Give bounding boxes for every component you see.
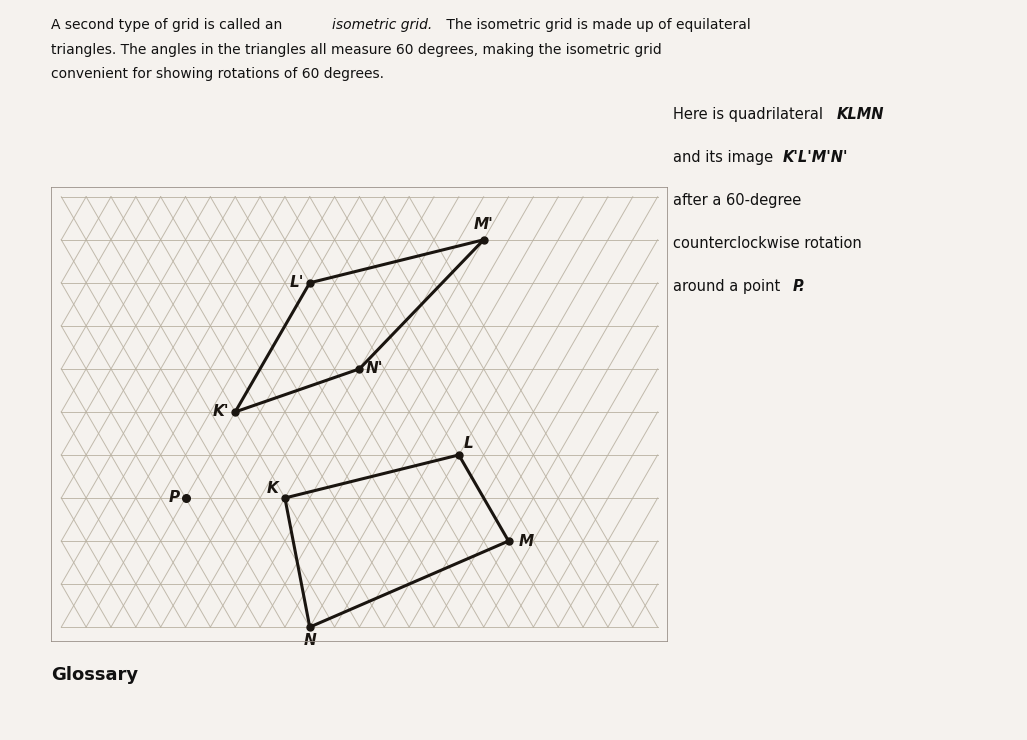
Text: Glossary: Glossary: [51, 667, 139, 684]
Text: after a 60-degree: after a 60-degree: [673, 193, 801, 208]
Text: N': N': [366, 361, 383, 377]
Text: convenient for showing rotations of 60 degrees.: convenient for showing rotations of 60 d…: [51, 67, 384, 81]
Text: K: K: [267, 480, 279, 496]
Point: [302, 277, 318, 289]
Point: [351, 363, 368, 374]
Text: A second type of grid is called an: A second type of grid is called an: [51, 18, 287, 33]
Point: [178, 492, 194, 504]
Text: M: M: [519, 534, 534, 548]
Text: Here is quadrilateral: Here is quadrilateral: [673, 107, 828, 122]
Text: P: P: [168, 491, 180, 505]
Text: K': K': [213, 405, 229, 420]
Text: isometric grid.: isometric grid.: [332, 18, 432, 33]
Text: around a point: around a point: [673, 279, 785, 294]
Text: L: L: [464, 436, 473, 451]
Text: N: N: [303, 633, 316, 648]
Text: L': L': [290, 275, 304, 290]
Text: KLMN: KLMN: [837, 107, 884, 122]
Text: M': M': [473, 218, 494, 232]
Point: [302, 621, 318, 633]
Text: The isometric grid is made up of equilateral: The isometric grid is made up of equilat…: [442, 18, 751, 33]
Point: [476, 234, 492, 246]
Text: and its image: and its image: [673, 150, 777, 165]
Text: K'L'M'N': K'L'M'N': [783, 150, 848, 165]
Point: [451, 449, 467, 461]
Point: [227, 406, 243, 418]
Point: [500, 535, 517, 547]
Text: triangles. The angles in the triangles all measure 60 degrees, making the isomet: triangles. The angles in the triangles a…: [51, 43, 662, 57]
Text: counterclockwise rotation: counterclockwise rotation: [673, 236, 862, 251]
Text: P.: P.: [793, 279, 805, 294]
Point: [276, 492, 293, 504]
